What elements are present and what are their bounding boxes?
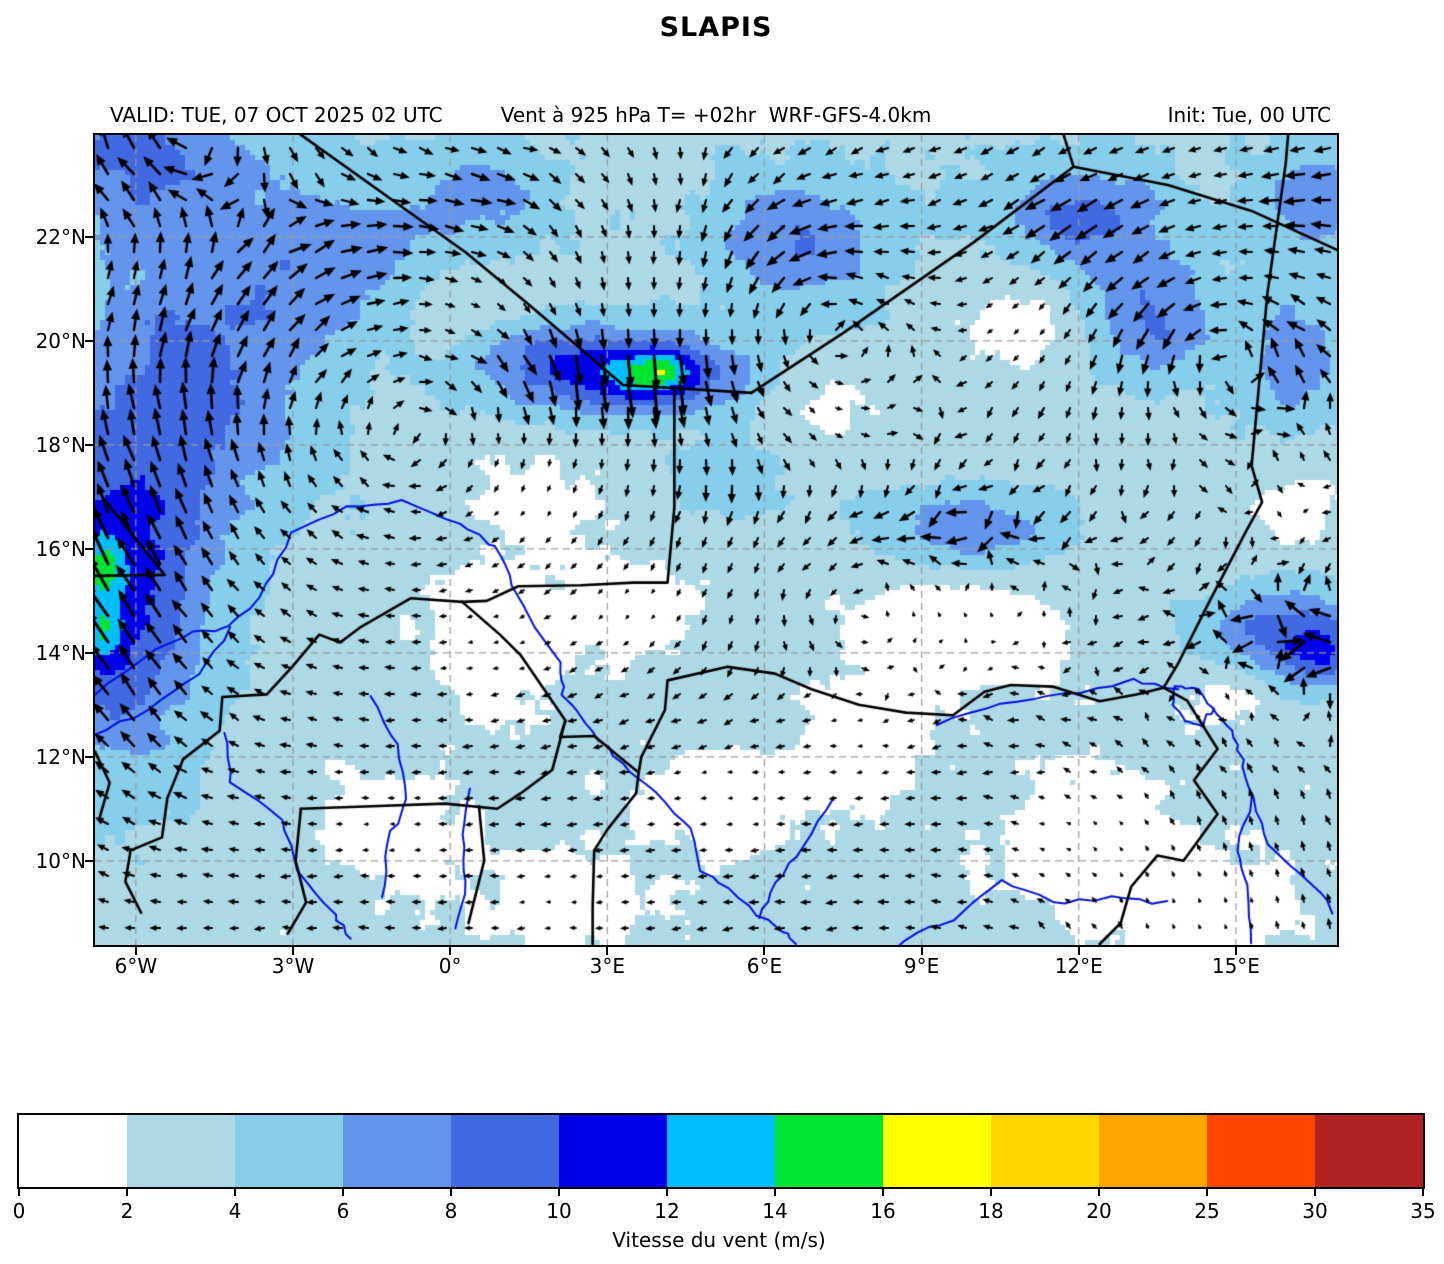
x-tick-mark [606, 947, 609, 955]
colorbar-segment [991, 1115, 1099, 1187]
colorbar-tick-label: 0 [12, 1199, 26, 1223]
y-tick-label: 22°N [35, 224, 86, 249]
y-tick-mark [85, 443, 93, 446]
colorbar-tick-mark [1206, 1187, 1208, 1196]
colorbar-tick-mark [126, 1187, 128, 1196]
colorbar-tick-label: 35 [1410, 1199, 1436, 1223]
colorbar-segment [1207, 1115, 1315, 1187]
init-time-label: Init: Tue, 00 UTC [1167, 103, 1331, 127]
colorbar-tick-label: 14 [762, 1199, 788, 1223]
colorbar-tick-label: 10 [546, 1199, 572, 1223]
x-tick-mark [920, 947, 923, 955]
x-tick-mark [134, 947, 137, 955]
colorbar-tick-label: 25 [1194, 1199, 1220, 1223]
y-tick-label: 12°N [35, 744, 86, 769]
colorbar-segment [1315, 1115, 1423, 1187]
x-tick-label: 3°W [271, 954, 315, 978]
colorbar-tick-label: 16 [870, 1199, 896, 1223]
x-tick-label: 6°E [746, 954, 783, 978]
x-tick-mark [1077, 947, 1080, 955]
colorbar-segment [127, 1115, 235, 1187]
colorbar-tick-mark [666, 1187, 668, 1196]
y-tick-label: 16°N [35, 536, 86, 561]
colorbar-segment [235, 1115, 343, 1187]
y-tick-mark [85, 339, 93, 342]
colorbar-segment [19, 1115, 127, 1187]
valid-time-label: VALID: TUE, 07 OCT 2025 02 UTC [110, 103, 443, 127]
colorbar-tick-label: 4 [228, 1199, 242, 1223]
colorbar-tick-mark [450, 1187, 452, 1196]
y-tick-label: 20°N [35, 328, 86, 353]
figure-title: SLAPIS [659, 12, 773, 43]
colorbar-tick-mark [1314, 1187, 1316, 1196]
colorbar-tick-label: 30 [1302, 1199, 1328, 1223]
colorbar-tick-mark [234, 1187, 236, 1196]
map-frame [93, 133, 1339, 947]
colorbar-tick-label: 6 [336, 1199, 350, 1223]
colorbar-label: Vitesse du vent (m/s) [612, 1228, 826, 1252]
colorbar-segment [775, 1115, 883, 1187]
colorbar-tick-mark [882, 1187, 884, 1196]
colorbar-segment [343, 1115, 451, 1187]
y-tick-mark [85, 547, 93, 550]
y-tick-mark [85, 651, 93, 654]
colorbar-tick-label: 8 [444, 1199, 458, 1223]
colorbar-tick-mark [18, 1187, 20, 1196]
colorbar-tick-mark [342, 1187, 344, 1196]
wind-map-canvas [95, 135, 1337, 945]
colorbar-segment [883, 1115, 991, 1187]
colorbar [17, 1113, 1425, 1189]
colorbar-tick-mark [774, 1187, 776, 1196]
x-tick-mark [449, 947, 452, 955]
y-tick-label: 18°N [35, 432, 86, 457]
x-tick-label: 3°E [589, 954, 625, 978]
y-tick-mark [85, 235, 93, 238]
colorbar-tick-mark [990, 1187, 992, 1196]
y-tick-mark [85, 755, 93, 758]
x-tick-mark [763, 947, 766, 955]
x-tick-mark [292, 947, 294, 955]
colorbar-segment [451, 1115, 559, 1187]
colorbar-segment [1099, 1115, 1207, 1187]
x-tick-label: 15°E [1211, 954, 1260, 978]
x-tick-mark [1234, 947, 1237, 955]
x-tick-label: 6°W [114, 954, 158, 978]
variable-label: Vent à 925 hPa T= +02hr WRF-GFS-4.0km [500, 103, 932, 127]
colorbar-tick-mark [558, 1187, 560, 1196]
colorbar-tick-mark [1098, 1187, 1100, 1196]
colorbar-segment [667, 1115, 775, 1187]
colorbar-tick-label: 12 [654, 1199, 680, 1223]
colorbar-tick-mark [1422, 1187, 1424, 1196]
x-tick-label: 12°E [1054, 954, 1103, 978]
x-tick-label: 0° [438, 954, 462, 978]
x-tick-label: 9°E [903, 954, 940, 978]
y-tick-mark [85, 859, 93, 862]
colorbar-segment [559, 1115, 667, 1187]
colorbar-tick-label: 2 [120, 1199, 134, 1223]
y-tick-label: 14°N [35, 640, 86, 665]
colorbar-tick-label: 18 [978, 1199, 1004, 1223]
y-tick-label: 10°N [35, 848, 86, 873]
colorbar-tick-label: 20 [1086, 1199, 1112, 1223]
